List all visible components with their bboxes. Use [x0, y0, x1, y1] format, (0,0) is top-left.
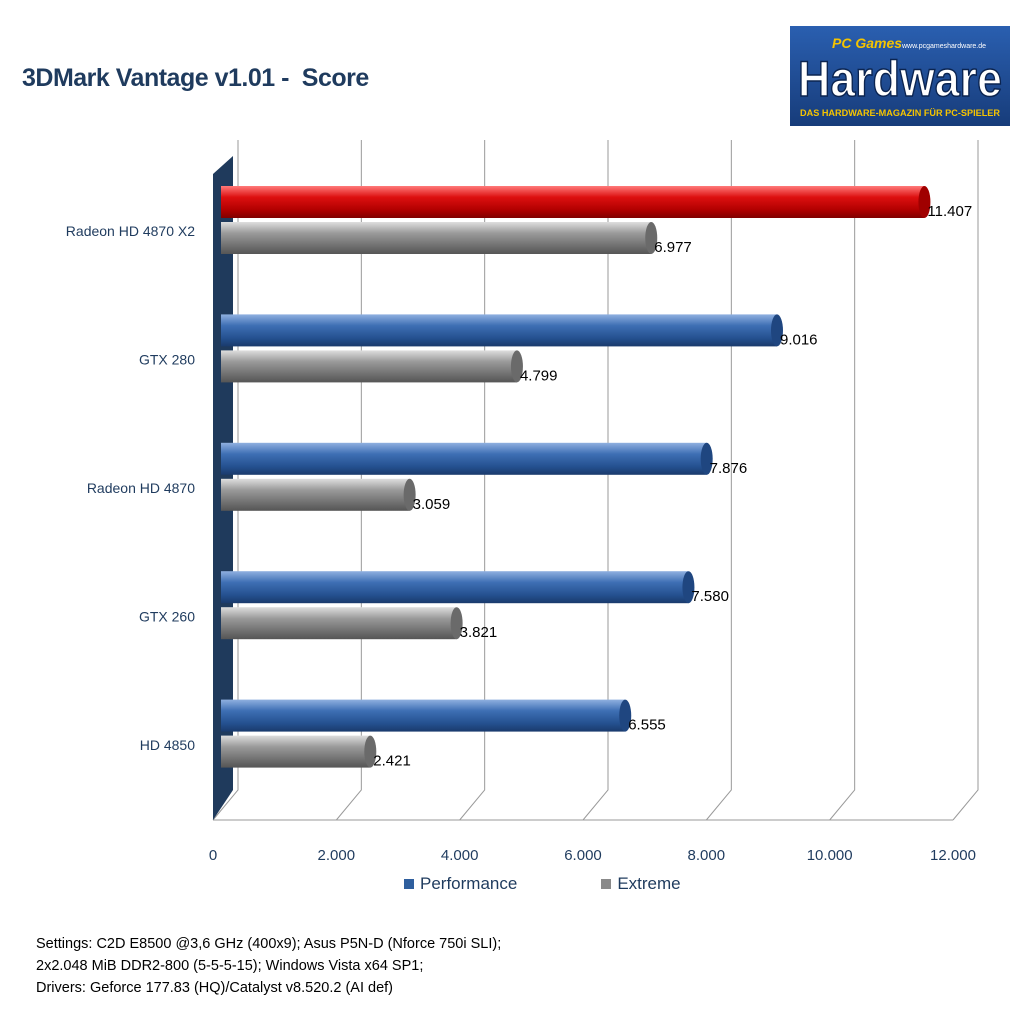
chart-title: 3DMark Vantage v1.01 - Score	[22, 64, 369, 92]
logo-tagline: DAS HARDWARE-MAGAZIN FÜR PC-SPIELER	[800, 108, 1000, 119]
data-label: 6.555	[628, 717, 666, 734]
data-label: 7.580	[691, 588, 729, 605]
bar-chart: 11.407 6.977 Radeon HD 4870 X2 9.016 4.799 GT…	[66, 140, 979, 864]
bar-cap	[510, 350, 523, 383]
x-tick-label: 12.000	[930, 847, 976, 864]
x-tick-label: 8.000	[688, 847, 726, 864]
legend-label-extreme: Extreme	[617, 874, 681, 893]
legend-swatch-extreme	[601, 879, 612, 889]
legend: Performance Extreme	[404, 874, 681, 894]
gridline	[582, 140, 609, 821]
bar-performance	[221, 571, 689, 604]
x-tick-label: 2.000	[318, 847, 356, 864]
settings-line-1: Settings: C2D E8500 @3,6 GHz (400x9); As…	[36, 936, 502, 952]
data-label: 3.821	[460, 624, 498, 641]
pc-games-hardware-logo: PC Games www.pcgameshardware.de Hardware…	[790, 26, 1010, 126]
data-label: 2.421	[373, 753, 411, 770]
legend-item-extreme: Extreme	[601, 874, 681, 894]
gridline	[829, 140, 856, 821]
data-label: 11.407	[927, 203, 972, 220]
gridline	[952, 140, 979, 821]
data-label: 7.876	[710, 460, 748, 477]
data-label: 4.799	[520, 367, 558, 384]
data-label: 3.059	[413, 496, 451, 513]
settings-line-3: Drivers: Geforce 177.83 (HQ)/Catalyst v8…	[36, 980, 393, 996]
bar-cap	[645, 222, 658, 254]
category-label: Radeon HD 4870 X2	[66, 223, 195, 239]
bar-cap	[770, 314, 783, 347]
bar-extreme	[221, 350, 517, 383]
data-label: 6.977	[654, 239, 692, 256]
bar-cap	[682, 571, 695, 604]
legend-item-performance: Performance	[404, 874, 517, 894]
logo-top-text: PC Games	[832, 35, 902, 51]
category-label: GTX 260	[139, 608, 195, 624]
settings-notes: Settings: C2D E8500 @3,6 GHz (400x9); As…	[36, 933, 501, 999]
bar-performance	[221, 699, 626, 732]
gridline	[705, 140, 732, 821]
bar-extreme	[221, 222, 652, 254]
data-label: 9.016	[780, 331, 818, 348]
category-label: Radeon HD 4870	[87, 480, 195, 496]
bar-performance	[221, 314, 777, 347]
bar-performance	[221, 442, 707, 475]
legend-label-performance: Performance	[420, 874, 518, 893]
bar-cap	[619, 699, 632, 732]
bar-extreme	[221, 607, 457, 640]
category-label: GTX 280	[139, 352, 195, 368]
logo-url: www.pcgameshardware.de	[901, 43, 986, 50]
category-label: HD 4850	[140, 737, 195, 753]
legend-swatch-performance	[404, 879, 414, 889]
x-tick-label: 6.000	[564, 847, 602, 864]
x-tick-label: 10.000	[807, 847, 853, 864]
bar-cap	[364, 735, 377, 768]
bar-cap	[403, 478, 416, 511]
bar-cap	[700, 442, 713, 475]
bar-extreme	[221, 735, 371, 768]
bar-extreme	[221, 478, 410, 511]
bar-cap	[918, 186, 931, 218]
x-tick-label: 0	[209, 847, 217, 864]
bar-performance	[221, 186, 925, 218]
settings-line-2: 2x2.048 MiB DDR2-800 (5-5-5-15); Windows…	[36, 958, 424, 974]
x-tick-label: 4.000	[441, 847, 479, 864]
bar-cap	[450, 607, 463, 640]
logo-main-text: Hardware	[798, 51, 1002, 107]
